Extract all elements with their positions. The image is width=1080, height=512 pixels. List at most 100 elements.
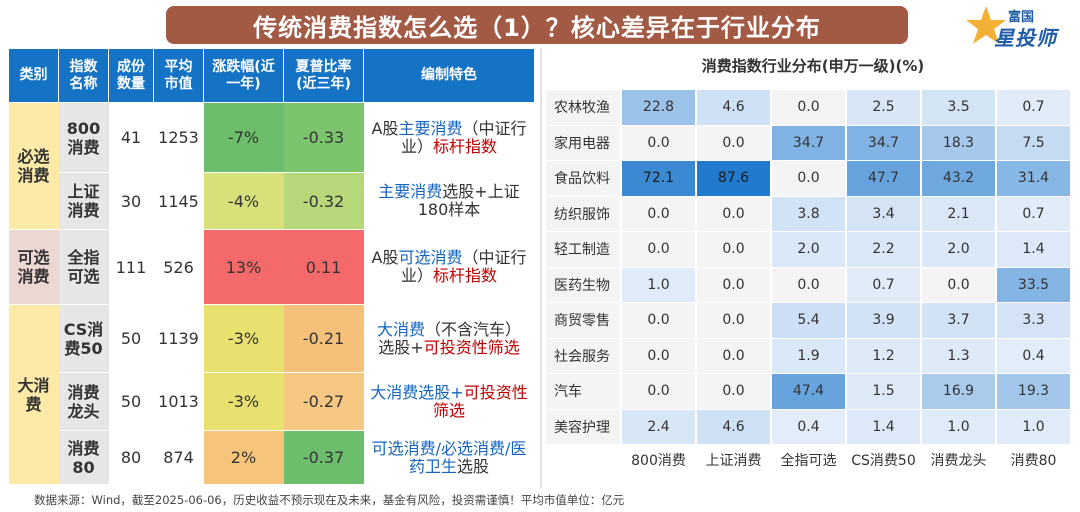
index-name-cell: 消费龙头 [58,372,109,431]
feature-cell: A股主要消费（中证行业）标杆指数 [363,102,535,173]
heatmap-cell: 87.6 [697,161,772,197]
header-count: 成份数量 [108,48,154,103]
heatmap-cell: 0.0 [772,161,847,197]
cap-cell: 1013 [153,372,204,431]
category-cell: 可选消费 [8,229,59,305]
table-row: 大消费 CS消费50 50 1139 -3% -0.21 大消费（不含汽车） 选股… [8,304,535,485]
industry-label: 汽车 [546,374,622,410]
index-name-cell: 消费80 [58,430,109,485]
change-cell: -4% [203,172,284,230]
column-label: 800消费 [622,445,697,475]
heatmap-cell: 1.4 [997,232,1072,268]
heatmap-cell: 18.3 [922,125,997,161]
heatmap-row: 汽车 0.0 0.0 47.4 1.5 16.9 19.3 [546,374,1072,410]
industry-label: 美容护理 [546,409,622,445]
table-row: 必选消费 800消费 41 1253 -7% -0.33 A股主要消费（中证行业… [8,102,535,230]
table-header-row: 类别 指数名称 成份数量 平均市值 涨跌幅(近一年) 夏普比率(近三年) 编制特… [8,48,535,103]
heatmap-cell: 0.0 [697,196,772,232]
column-label: 消费龙头 [922,445,997,475]
count-cell: 50 [108,304,154,373]
count-cell: 111 [108,229,154,305]
header-sharpe: 夏普比率(近三年) [283,48,364,103]
heatmap-cell: 1.0 [997,409,1072,445]
source-note: 数据来源：Wind，截至2025-06-06，历史收益不预示现在及未来，基金有风… [34,493,625,507]
heatmap-cell: 0.7 [997,90,1072,126]
change-cell: 2% [203,430,284,485]
heatmap-row: 轻工制造 0.0 0.0 2.0 2.2 2.0 1.4 [546,232,1072,268]
heatmap-cell: 1.9 [772,338,847,374]
heatmap-cell: 0.0 [697,267,772,303]
industry-label: 食品饮料 [546,161,622,197]
heatmap-row: 食品饮料 72.1 87.6 0.0 47.7 43.2 31.4 [546,161,1072,197]
heatmap-row: 家用电器 0.0 0.0 34.7 34.7 18.3 7.5 [546,125,1072,161]
heatmap-row: 商贸零售 0.0 0.0 5.4 3.9 3.7 3.3 [546,303,1072,339]
heatmap-cell: 2.0 [772,232,847,268]
heatmap-row: 纺织服饰 0.0 0.0 3.8 3.4 2.1 0.7 [546,196,1072,232]
heatmap-cell: 2.4 [622,409,697,445]
change-cell: -7% [203,102,284,173]
change-cell: -3% [203,372,284,431]
feature-cell: A股可选消费（中证行业）标杆指数 [363,229,535,305]
heatmap-cell: 0.4 [772,409,847,445]
heatmap-cell: 3.3 [997,303,1072,339]
header-index-name: 指数名称 [58,48,109,103]
heatmap-cell: 43.2 [922,161,997,197]
heatmap-cell: 4.6 [697,409,772,445]
heatmap-cell: 1.5 [847,374,922,410]
heatmap-cell: 0.0 [622,125,697,161]
change-cell: 13% [203,229,284,305]
heatmap-cell: 22.8 [622,90,697,126]
heatmap-cell: 1.0 [922,409,997,445]
cap-cell: 1253 [153,102,204,173]
header-category: 类别 [8,48,59,103]
category-cell: 大消费 [8,304,59,485]
feature-cell: 大消费选股+可投资性筛选 [363,372,535,431]
heatmap-cell: 33.5 [997,267,1072,303]
index-name-cell: 800消费 [58,102,109,173]
heatmap-title: 消费指数行业分布(申万一级)(%) [701,57,925,75]
table-row: 消费80 80 874 2% -0.37 可选消费/必选消费/医药卫生选股 [9,430,535,485]
heatmap-cell: 0.4 [997,338,1072,374]
sharpe-cell: -0.33 [283,102,364,173]
table-row: 消费龙头 50 1013 -3% -0.27 大消费选股+可投资性筛选 [9,372,535,431]
heatmap-cell: 3.5 [922,90,997,126]
heatmap-cell: 0.0 [772,90,847,126]
page-title: 传统消费指数怎么选（1）？核心差异在于行业分布 [166,6,908,44]
brand-logo: 富国 星投师 [964,4,1074,50]
heatmap-cell: 0.0 [697,125,772,161]
column-label: 全指可选 [772,445,847,475]
cap-cell: 1145 [153,172,204,230]
heatmap-cell: 34.7 [772,125,847,161]
heatmap-cell: 0.0 [697,374,772,410]
heatmap-cell: 0.0 [622,232,697,268]
cap-cell: 526 [153,229,204,305]
heatmap-cell: 7.5 [997,125,1072,161]
corner-cell [546,445,622,475]
count-cell: 41 [108,102,154,173]
header-change: 涨跌幅(近一年) [203,48,284,103]
heatmap-cell: 2.1 [922,196,997,232]
column-label: 上证消费 [697,445,772,475]
heatmap-row: 美容护理 2.4 4.6 0.4 1.4 1.0 1.0 [546,409,1072,445]
heatmap-cell: 47.4 [772,374,847,410]
heatmap-cell: 3.4 [847,196,922,232]
heatmap-cell: 34.7 [847,125,922,161]
heatmap-cell: 16.9 [922,374,997,410]
count-cell: 80 [108,430,154,485]
cap-cell: 874 [153,430,204,485]
heatmap-cell: 1.3 [922,338,997,374]
table-row: 上证消费 30 1145 -4% -0.32 主要消费选股+上证180样本 [9,172,535,230]
heatmap-cell: 0.7 [847,267,922,303]
industry-label: 商贸零售 [546,303,622,339]
index-name-cell: 全指可选 [58,229,109,305]
heatmap-row: 社会服务 0.0 0.0 1.9 1.2 1.3 0.4 [546,338,1072,374]
heatmap-cell: 1.0 [622,267,697,303]
feature-cell: 主要消费选股+上证180样本 [363,172,535,230]
column-label: 消费80 [997,445,1072,475]
heatmap-cell: 0.0 [697,338,772,374]
heatmap-cell: 0.0 [922,267,997,303]
heatmap-row: 医药生物 1.0 0.0 0.0 0.7 0.0 33.5 [546,267,1072,303]
sharpe-cell: -0.32 [283,172,364,230]
header-feature: 编制特色 [363,48,535,103]
industry-label: 家用电器 [546,125,622,161]
